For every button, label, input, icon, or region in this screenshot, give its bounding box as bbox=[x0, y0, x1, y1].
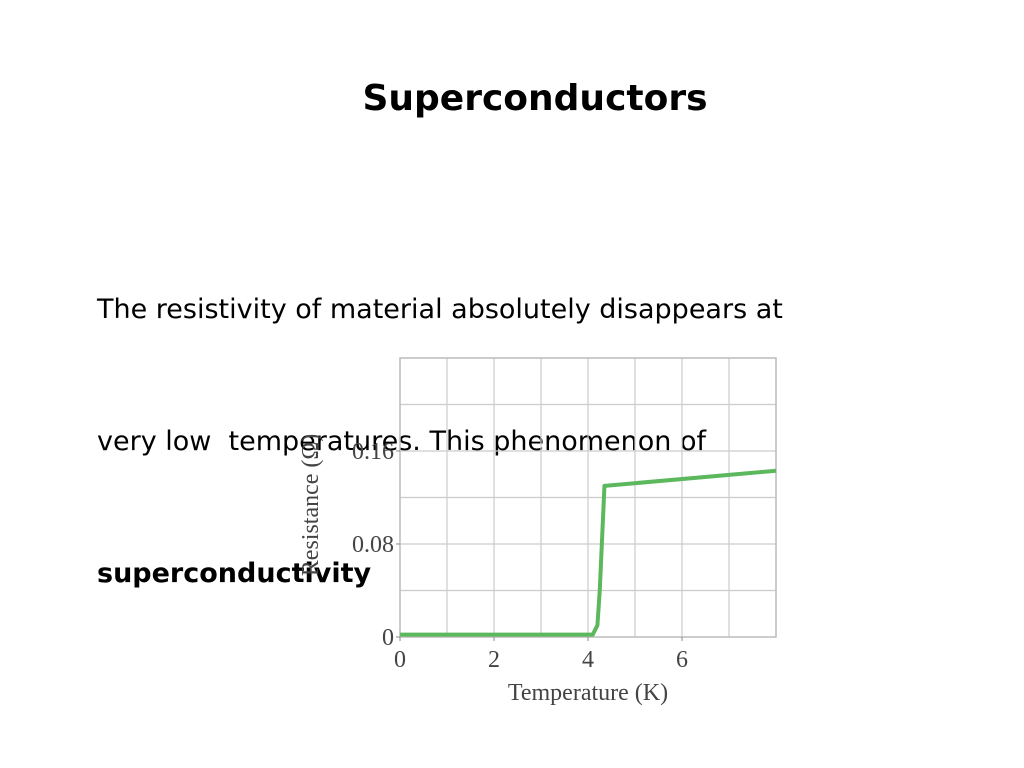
data-line bbox=[400, 468, 777, 637]
x-tick-label: 6 bbox=[676, 647, 688, 673]
x-tick-label: 4 bbox=[582, 647, 594, 673]
x-tick-label: 2 bbox=[488, 647, 500, 673]
y-tick-label: 0 bbox=[382, 625, 394, 651]
y-tick-label: 0.08 bbox=[352, 532, 394, 558]
x-axis-label: Temperature (K) bbox=[508, 680, 668, 706]
y-tick-label: 0.16 bbox=[352, 439, 394, 465]
slide-title: Superconductors bbox=[362, 78, 708, 119]
y-axis-label: Resistance (Ω) bbox=[298, 434, 324, 576]
body-line: The resistivity of material absolutely d… bbox=[97, 294, 783, 325]
x-tick-label: 0 bbox=[394, 647, 406, 673]
slide-body: The resistivity of material absolutely d… bbox=[97, 200, 977, 640]
body-line: superconductivity bbox=[97, 558, 372, 589]
body-line: very low temperatures. This phenomenon o… bbox=[97, 426, 706, 457]
